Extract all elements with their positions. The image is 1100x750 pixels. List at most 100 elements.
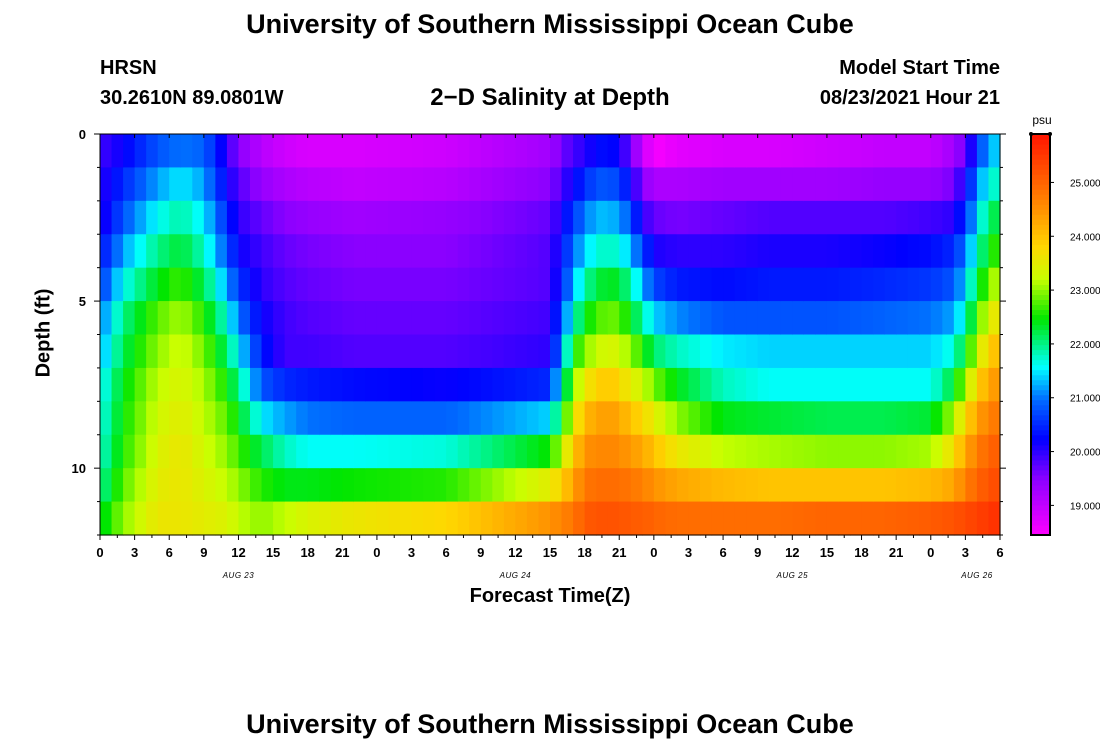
heatmap-cell bbox=[100, 200, 113, 235]
heatmap-cell bbox=[734, 401, 747, 436]
heatmap-cell bbox=[296, 234, 309, 269]
heatmap-cell bbox=[400, 367, 413, 402]
heatmap-cell bbox=[607, 234, 620, 269]
heatmap-cell bbox=[723, 167, 736, 202]
heatmap-cell bbox=[550, 134, 563, 169]
heatmap-cell bbox=[757, 401, 770, 436]
colorbar-segment bbox=[1031, 434, 1050, 441]
heatmap-cell bbox=[284, 267, 297, 302]
heatmap-cell bbox=[596, 301, 609, 336]
heatmap-cell bbox=[157, 334, 170, 369]
heatmap-cell bbox=[100, 501, 113, 536]
heatmap-cell bbox=[446, 367, 459, 402]
heatmap-cell bbox=[965, 367, 978, 402]
x-tick-label: 3 bbox=[685, 545, 692, 560]
heatmap-cell bbox=[319, 167, 332, 202]
heatmap-cell bbox=[100, 367, 113, 402]
heatmap-cell bbox=[815, 501, 828, 536]
heatmap-cell bbox=[273, 434, 286, 469]
heatmap-cell bbox=[238, 501, 251, 536]
heatmap-cell bbox=[250, 501, 263, 536]
heatmap-cell bbox=[884, 434, 897, 469]
heatmap-cell bbox=[111, 301, 124, 336]
heatmap-cell bbox=[792, 334, 805, 369]
heatmap-cell bbox=[180, 234, 193, 269]
heatmap-cell bbox=[100, 267, 113, 302]
heatmap-cell bbox=[134, 167, 147, 202]
heatmap-cell bbox=[169, 200, 182, 235]
heatmap-cell bbox=[919, 301, 932, 336]
colorbar-corner-marker bbox=[1029, 132, 1033, 136]
heatmap-cell bbox=[457, 301, 470, 336]
heatmap-cell bbox=[423, 334, 436, 369]
x-tick-label: 6 bbox=[719, 545, 726, 560]
heatmap-cell bbox=[111, 267, 124, 302]
heatmap-cell bbox=[192, 301, 205, 336]
heatmap-cell bbox=[630, 267, 643, 302]
heatmap-cell bbox=[584, 200, 597, 235]
colorbar-tick-label: 21.000 bbox=[1070, 394, 1100, 405]
heatmap-cell bbox=[434, 134, 447, 169]
heatmap-cell bbox=[953, 301, 966, 336]
colorbar-segment bbox=[1031, 149, 1050, 155]
heatmap-cell bbox=[573, 167, 586, 202]
heatmap-cell bbox=[619, 267, 632, 302]
heatmap-cell bbox=[203, 200, 216, 235]
heatmap-cell bbox=[434, 167, 447, 202]
heatmap-cell bbox=[584, 434, 597, 469]
heatmap-cell bbox=[653, 501, 666, 536]
heatmap-cell bbox=[469, 334, 482, 369]
colorbar-segment bbox=[1031, 394, 1050, 401]
heatmap-cell bbox=[192, 167, 205, 202]
heatmap-cell bbox=[469, 234, 482, 269]
colorbar-segment bbox=[1031, 389, 1050, 396]
heatmap-cell bbox=[896, 301, 909, 336]
heatmap-cell bbox=[780, 401, 793, 436]
heatmap-cell bbox=[215, 167, 228, 202]
heatmap-cell bbox=[423, 401, 436, 436]
heatmap-cell bbox=[907, 367, 920, 402]
heatmap-cell bbox=[250, 267, 263, 302]
heatmap-cell bbox=[907, 468, 920, 503]
heatmap-cell bbox=[146, 167, 159, 202]
heatmap-cell bbox=[400, 267, 413, 302]
heatmap-cell bbox=[388, 468, 401, 503]
heatmap-cell bbox=[896, 234, 909, 269]
heatmap-cell bbox=[884, 468, 897, 503]
heatmap-cell bbox=[850, 134, 863, 169]
heatmap-cell bbox=[803, 200, 816, 235]
heatmap-cell bbox=[780, 134, 793, 169]
colorbar-tick-label: 23.000 bbox=[1070, 286, 1100, 297]
heatmap-cell bbox=[538, 200, 551, 235]
heatmap-cell bbox=[226, 434, 240, 469]
colorbar-segment bbox=[1031, 489, 1050, 496]
colorbar-segment bbox=[1031, 224, 1050, 230]
colorbar-segment bbox=[1031, 324, 1050, 331]
heatmap-cell bbox=[284, 367, 297, 402]
heatmap-cell bbox=[550, 267, 563, 302]
heatmap-cell bbox=[884, 401, 897, 436]
heatmap-cell bbox=[619, 200, 632, 235]
heatmap-cell bbox=[988, 134, 1001, 169]
heatmap-cell bbox=[561, 401, 574, 436]
heatmap-cell bbox=[930, 234, 943, 269]
heatmap-cell bbox=[238, 468, 251, 503]
heatmap-cell bbox=[169, 468, 182, 503]
heatmap-cell bbox=[503, 200, 516, 235]
heatmap-cell bbox=[953, 468, 966, 503]
heatmap-cell bbox=[203, 301, 216, 336]
x-tick-label: 3 bbox=[408, 545, 415, 560]
heatmap-cell bbox=[780, 367, 793, 402]
heatmap-cell bbox=[388, 134, 401, 169]
heatmap-cell bbox=[388, 301, 401, 336]
heatmap-cell bbox=[146, 200, 159, 235]
heatmap-cell bbox=[976, 501, 990, 536]
heatmap-cell bbox=[630, 401, 643, 436]
heatmap-cell bbox=[180, 200, 193, 235]
heatmap-cell bbox=[250, 301, 263, 336]
heatmap-cell bbox=[665, 267, 678, 302]
heatmap-cell bbox=[723, 301, 736, 336]
heatmap-cell bbox=[896, 367, 909, 402]
heatmap-cell bbox=[353, 468, 366, 503]
heatmap-cell bbox=[226, 401, 240, 436]
